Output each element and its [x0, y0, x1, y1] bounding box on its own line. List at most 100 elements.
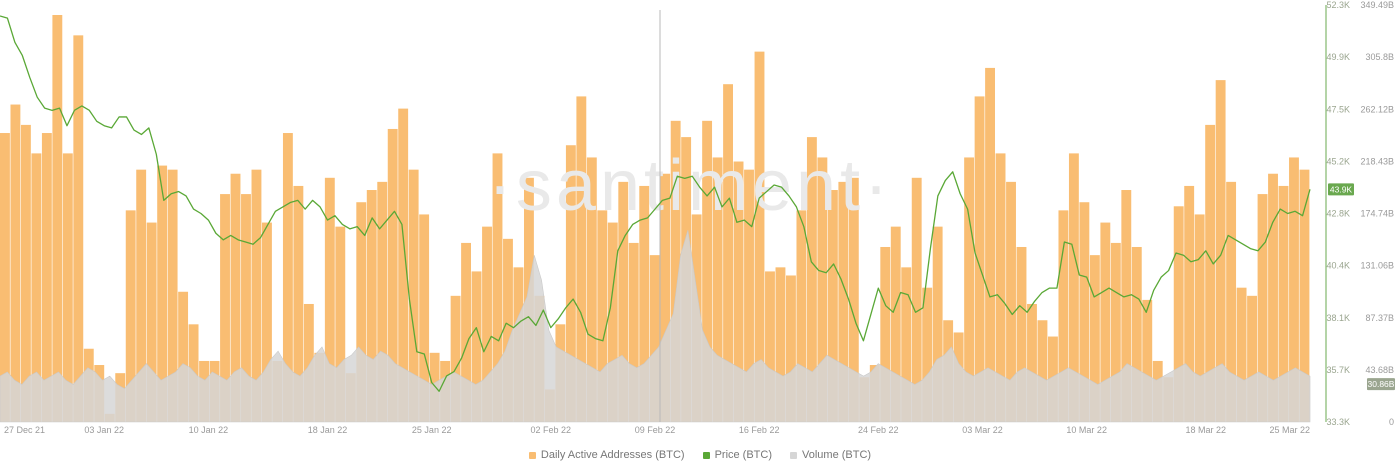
address-bar	[471, 271, 482, 422]
address-bar	[220, 194, 230, 422]
address-bar	[922, 287, 933, 422]
address-bar	[723, 84, 733, 422]
address-bar	[670, 120, 681, 422]
address-bar	[806, 137, 817, 422]
address-bar	[1194, 214, 1205, 422]
address-bar	[1257, 194, 1268, 422]
address-bar	[1079, 202, 1090, 422]
address-bar	[293, 185, 304, 422]
address-bar	[377, 181, 388, 422]
address-bar	[1236, 287, 1247, 422]
address-bar	[1089, 255, 1100, 422]
price-axis-tick: 52.3K	[1326, 0, 1350, 10]
address-bar	[492, 153, 503, 422]
address-bar	[1142, 299, 1153, 422]
last-price-badge	[1328, 183, 1354, 196]
x-tick-label: 10 Jan 22	[189, 425, 229, 435]
address-bar	[1016, 246, 1027, 422]
price-axis-tick: 38.1K	[1326, 313, 1350, 323]
address-bar	[262, 222, 272, 422]
address-bar	[251, 169, 262, 422]
address-bar	[660, 173, 671, 422]
address-bar	[1184, 185, 1195, 422]
address-bar	[1278, 185, 1289, 422]
price-axis-tick: 47.5K	[1326, 104, 1350, 114]
x-tick-label: 03 Jan 22	[84, 425, 124, 435]
address-bar	[1068, 153, 1079, 422]
address-bar	[890, 226, 901, 422]
address-bar	[31, 153, 42, 422]
volume-axis-tick: 0	[1389, 417, 1394, 427]
volume-area	[0, 230, 1311, 423]
address-bar	[1215, 80, 1226, 423]
address-bar	[712, 157, 723, 422]
address-bar	[136, 169, 147, 422]
volume-axis-tick: 174.74B	[1360, 209, 1394, 219]
address-bar	[125, 210, 136, 422]
address-bar	[10, 104, 21, 422]
address-bar	[765, 271, 775, 422]
price-line	[0, 15, 1311, 392]
address-bar	[786, 275, 796, 422]
x-tick-label: 18 Mar 22	[1186, 425, 1227, 435]
address-bar	[901, 267, 912, 422]
address-bar	[586, 157, 597, 422]
volume-axis-tick: 262.12B	[1360, 104, 1394, 114]
address-bar	[775, 267, 786, 422]
address-bar	[1027, 303, 1037, 422]
price-axis-tick: 33.3K	[1326, 417, 1350, 427]
address-bar	[827, 190, 838, 422]
price-axis-tick: 42.8K	[1326, 209, 1350, 219]
address-bar	[649, 255, 660, 422]
volume-axis-tick: 87.37B	[1365, 313, 1394, 323]
address-bar	[607, 222, 618, 422]
address-bar	[985, 67, 995, 422]
legend-item-addresses[interactable]: Daily Active Addresses (BTC)	[528, 449, 685, 461]
address-bar	[482, 226, 492, 422]
address-bar	[52, 15, 63, 422]
address-bar	[565, 145, 576, 423]
address-bar	[387, 128, 398, 422]
address-bar	[0, 133, 10, 422]
x-tick-label: 24 Feb 22	[858, 425, 899, 435]
address-bar	[1037, 320, 1048, 422]
address-bar	[282, 133, 293, 422]
address-bar	[1289, 157, 1299, 422]
x-tick-label: 25 Jan 22	[412, 425, 452, 435]
legend-item-volume[interactable]: Volume (BTC)	[790, 449, 871, 461]
address-bar	[702, 120, 713, 422]
address-bar	[450, 295, 461, 422]
address-bar	[932, 226, 943, 422]
price-axis-tick: 45.2K	[1326, 156, 1350, 166]
address-bar	[1121, 190, 1132, 422]
address-bar	[178, 291, 189, 422]
x-tick-label: 09 Feb 22	[635, 425, 676, 435]
volume-axis-tick: 305.8B	[1365, 52, 1394, 62]
address-bar	[1173, 206, 1184, 422]
x-tick-label: 03 Mar 22	[962, 425, 1003, 435]
address-bar	[838, 181, 849, 422]
x-tick-label: 02 Feb 22	[531, 425, 572, 435]
address-bar	[1100, 222, 1111, 422]
watermark: ·santiment·	[488, 146, 892, 226]
legend-item-price[interactable]: Price (BTC)	[702, 449, 772, 461]
volume-axis-tick: 349.49B	[1360, 0, 1394, 10]
addresses-swatch-icon	[528, 451, 536, 459]
address-bar	[335, 226, 346, 422]
x-tick-label: 10 Mar 22	[1066, 425, 1107, 435]
address-bar	[1110, 242, 1121, 422]
legend-label-addresses: Daily Active Addresses (BTC)	[540, 449, 685, 461]
address-bar	[398, 108, 409, 423]
x-tick-label: 16 Feb 22	[739, 425, 780, 435]
address-bar	[73, 35, 84, 422]
legend-label-volume: Volume (BTC)	[802, 449, 872, 461]
address-bar	[817, 157, 828, 422]
legend: Daily Active Addresses (BTC) Price (BTC)…	[0, 445, 1400, 465]
address-bar	[146, 222, 157, 422]
address-bar	[366, 190, 377, 422]
address-bar	[461, 242, 471, 422]
address-bar	[911, 177, 922, 422]
address-bar	[628, 242, 639, 422]
address-bar	[744, 169, 754, 422]
